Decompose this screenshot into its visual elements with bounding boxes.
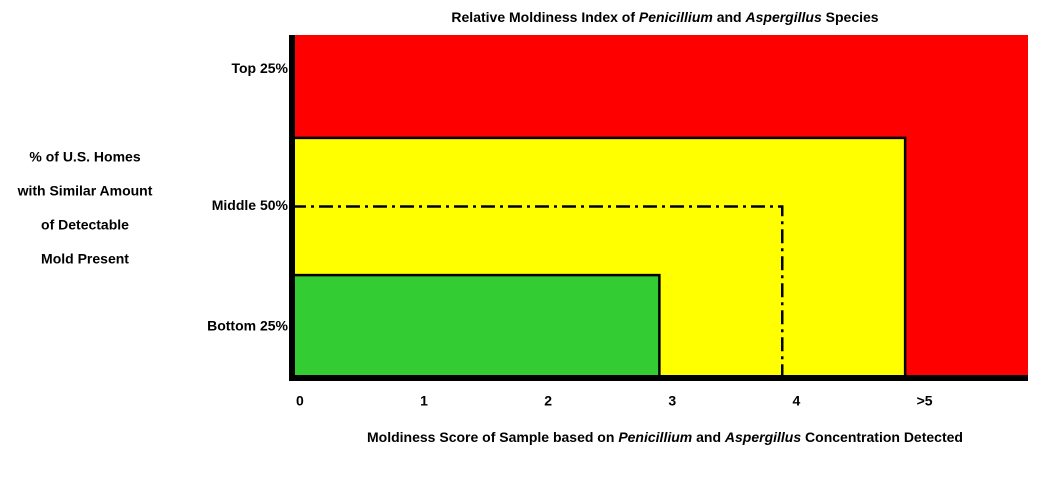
chart-title: Relative Moldiness Index of Penicillium … xyxy=(451,9,878,25)
zone xyxy=(290,273,661,380)
y-axis-label: of Detectable xyxy=(41,217,129,233)
x-tick-label: >5 xyxy=(917,393,933,409)
text-part: and xyxy=(713,9,746,25)
text-part: and xyxy=(692,429,725,445)
y-axis-label: Mold Present xyxy=(41,251,129,267)
y-tick-label: Middle 50% xyxy=(212,197,289,213)
text-part: Moldiness Score of Sample based on xyxy=(367,429,618,445)
y-tick-label: Bottom 25% xyxy=(207,317,288,333)
text-part: Relative Moldiness Index of xyxy=(451,9,639,25)
text-part: Penicillium xyxy=(639,9,713,25)
x-tick-label: 0 xyxy=(296,393,304,409)
x-tick-label: 1 xyxy=(420,393,428,409)
text-part: Species xyxy=(822,9,879,25)
x-tick-label: 3 xyxy=(668,393,676,409)
text-part: Penicillium xyxy=(618,429,692,445)
x-axis-label: Moldiness Score of Sample based on Penic… xyxy=(367,429,963,445)
x-tick-label: 2 xyxy=(544,393,552,409)
y-axis-label: % of U.S. Homes xyxy=(29,149,140,165)
x-tick-label: 4 xyxy=(792,393,800,409)
reference-line xyxy=(292,205,784,378)
text-part: Aspergillus xyxy=(724,429,801,445)
text-part: Concentration Detected xyxy=(801,429,963,445)
y-axis-label: with Similar Amount xyxy=(17,183,153,199)
y-tick-label: Top 25% xyxy=(231,60,288,76)
text-part: Aspergillus xyxy=(745,9,822,25)
